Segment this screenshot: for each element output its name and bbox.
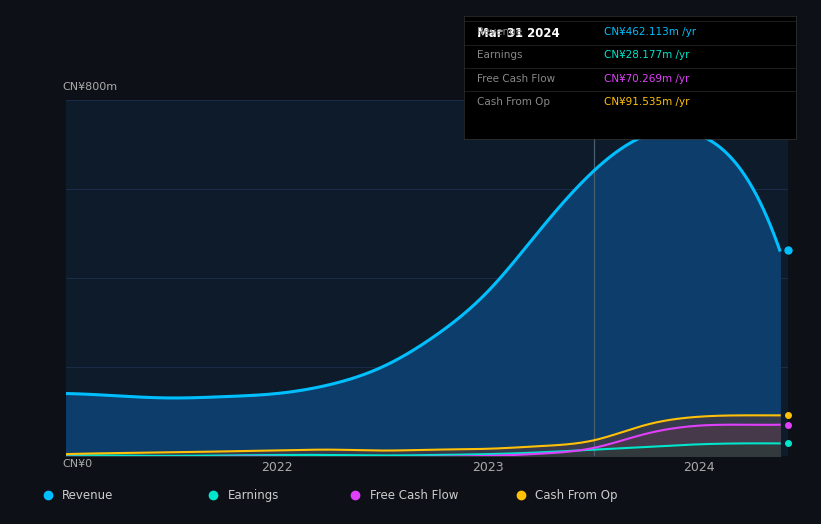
Text: Revenue: Revenue	[62, 489, 113, 501]
Text: Cash From Op: Cash From Op	[535, 489, 617, 501]
Text: Free Cash Flow: Free Cash Flow	[369, 489, 458, 501]
Text: CN¥28.177m /yr: CN¥28.177m /yr	[603, 50, 689, 60]
Text: CN¥70.269m /yr: CN¥70.269m /yr	[603, 73, 689, 84]
Text: CN¥462.113m /yr: CN¥462.113m /yr	[603, 27, 695, 37]
Text: Mar 31 2024: Mar 31 2024	[477, 27, 560, 40]
Text: CN¥800m: CN¥800m	[62, 82, 117, 92]
Text: Past: Past	[760, 110, 785, 123]
Text: Revenue: Revenue	[477, 27, 522, 37]
Text: CN¥91.535m /yr: CN¥91.535m /yr	[603, 97, 689, 107]
Text: Cash From Op: Cash From Op	[477, 97, 550, 107]
Text: Earnings: Earnings	[477, 50, 523, 60]
Text: CN¥0: CN¥0	[62, 460, 92, 470]
Text: Earnings: Earnings	[227, 489, 279, 501]
Text: Free Cash Flow: Free Cash Flow	[477, 73, 555, 84]
